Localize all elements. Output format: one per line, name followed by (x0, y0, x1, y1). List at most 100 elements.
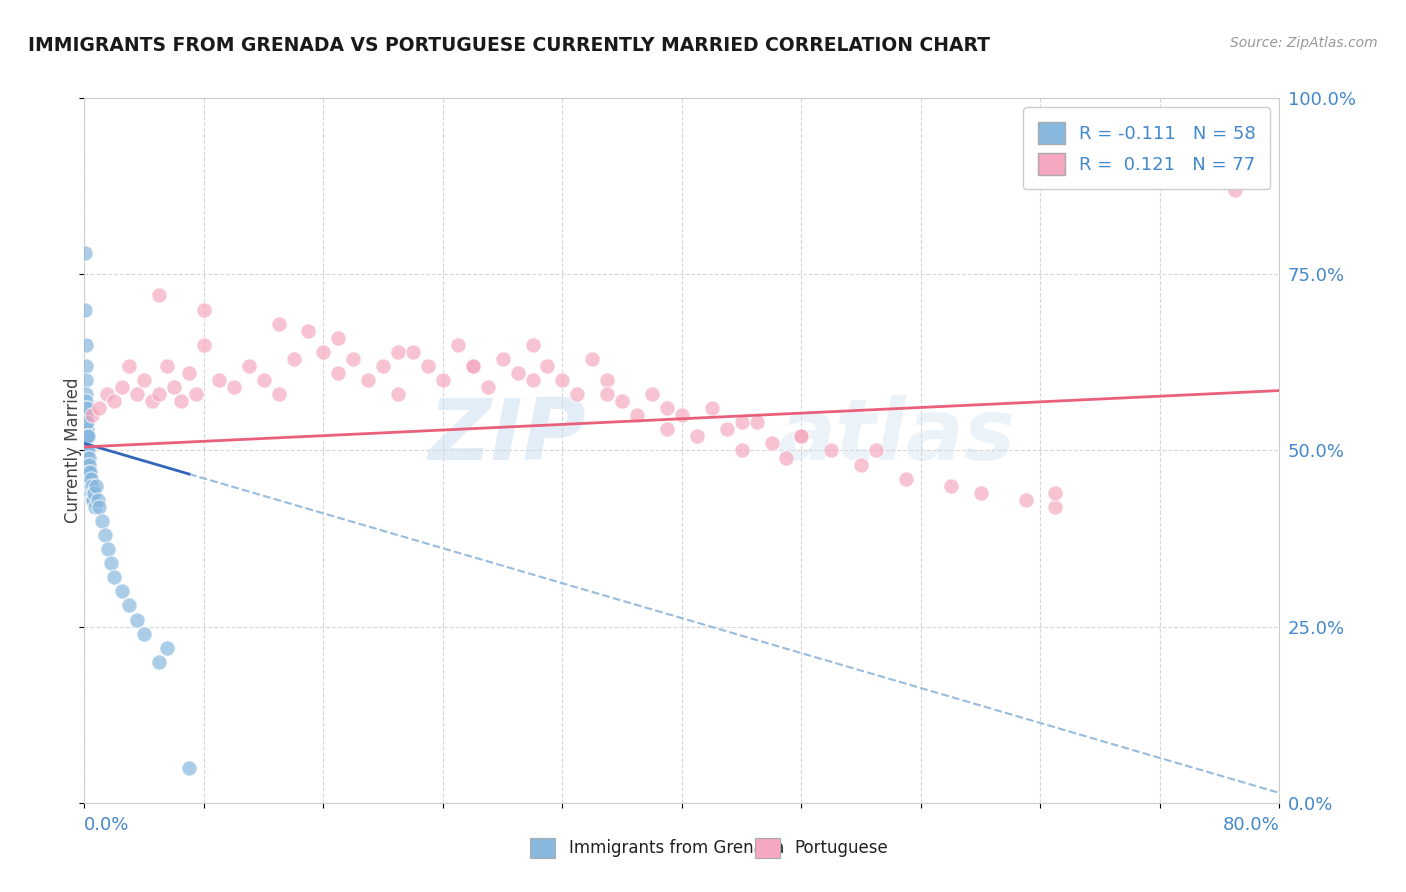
Point (77, 450, 100, 465)
Point (76, 422, 98, 436)
Point (76, 443, 98, 458)
Point (551, 373, 574, 387)
Point (75, 373, 97, 387)
Point (267, 317, 290, 331)
Text: Source: ZipAtlas.com: Source: ZipAtlas.com (1230, 36, 1378, 50)
Point (745, 415, 768, 429)
Point (79, 485, 101, 500)
Point (1045, 485, 1067, 500)
Point (477, 380, 499, 394)
Point (75, 387, 97, 401)
Point (100, 556, 122, 570)
Point (461, 359, 484, 373)
Point (790, 429, 813, 443)
Point (83, 485, 105, 500)
Point (76, 458, 98, 472)
Point (671, 408, 693, 422)
Point (567, 387, 589, 401)
Point (222, 380, 245, 394)
Point (76, 443, 98, 458)
Point (86, 478, 108, 492)
Point (148, 655, 170, 669)
Point (82, 492, 104, 507)
Text: Immigrants from Grenada: Immigrants from Grenada (569, 839, 785, 857)
Point (536, 359, 558, 373)
Point (655, 422, 678, 436)
Point (77, 478, 100, 492)
Point (253, 373, 276, 387)
Point (75, 408, 97, 422)
Text: IMMIGRANTS FROM GRENADA VS PORTUGUESE CURRENTLY MARRIED CORRELATION CHART: IMMIGRANTS FROM GRENADA VS PORTUGUESE CU… (28, 36, 990, 54)
Point (87, 492, 110, 507)
Point (686, 429, 709, 443)
Point (328, 331, 350, 345)
Point (97, 542, 120, 557)
Point (626, 408, 648, 422)
Point (75, 337, 97, 351)
Point (79, 465, 101, 479)
Point (80, 472, 103, 486)
Point (1045, 500, 1067, 514)
Point (939, 478, 962, 492)
Point (186, 387, 208, 401)
Point (75, 415, 97, 429)
Point (77, 458, 100, 472)
Point (865, 443, 887, 458)
Point (297, 324, 319, 338)
Point (177, 760, 200, 774)
Point (193, 302, 215, 317)
Point (75, 408, 97, 422)
Point (790, 429, 813, 443)
Point (118, 599, 141, 613)
Point (731, 415, 754, 429)
Point (76, 472, 98, 486)
Point (77, 429, 100, 443)
Point (820, 443, 842, 458)
Point (148, 387, 170, 401)
Point (76, 443, 98, 458)
Point (96, 387, 118, 401)
Point (155, 359, 177, 373)
Point (76, 401, 98, 416)
Y-axis label: Currently Married: Currently Married (63, 377, 82, 524)
Point (432, 373, 454, 387)
Point (75, 359, 97, 373)
Point (387, 387, 409, 401)
Legend: R = -0.111   N = 58, R =  0.121   N = 77: R = -0.111 N = 58, R = 0.121 N = 77 (1024, 107, 1271, 189)
Point (700, 401, 723, 416)
Point (492, 351, 515, 366)
Point (1223, 183, 1246, 197)
Point (77, 465, 100, 479)
Point (76, 450, 98, 465)
Point (506, 366, 529, 380)
Point (387, 344, 409, 359)
Point (1014, 492, 1036, 507)
Point (761, 436, 783, 450)
Point (163, 380, 186, 394)
Point (76, 450, 98, 465)
Point (132, 626, 156, 640)
Text: ZIP: ZIP (429, 395, 586, 478)
Point (193, 337, 215, 351)
Point (342, 351, 364, 366)
Point (170, 394, 193, 409)
Point (103, 570, 125, 584)
Point (416, 359, 439, 373)
Point (89, 401, 111, 416)
Point (103, 394, 125, 409)
Point (83, 500, 105, 514)
Point (461, 359, 484, 373)
Point (155, 640, 177, 655)
Point (312, 344, 335, 359)
Point (238, 359, 260, 373)
Text: 0.0%: 0.0% (84, 816, 129, 834)
Point (970, 485, 993, 500)
Point (80, 408, 103, 422)
Point (79, 472, 101, 486)
Point (76, 429, 98, 443)
Text: Portuguese: Portuguese (794, 839, 889, 857)
Point (775, 450, 797, 465)
Point (91, 514, 114, 528)
Point (716, 422, 738, 436)
Point (581, 351, 603, 366)
